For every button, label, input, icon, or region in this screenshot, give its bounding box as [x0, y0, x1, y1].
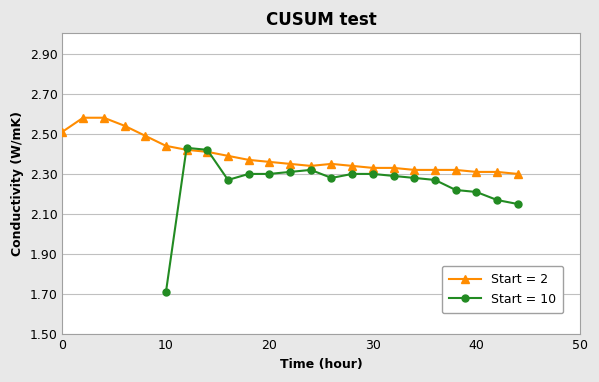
Start = 2 [59, 129, 66, 134]
Start = 10 [370, 172, 377, 176]
Start = 2 [286, 162, 294, 166]
Start = 2 [452, 168, 459, 172]
Start = 2 [225, 154, 232, 158]
Start = 2 [473, 170, 480, 174]
Start = 2 [370, 166, 377, 170]
Start = 2 [266, 160, 273, 164]
Start = 10 [286, 170, 294, 174]
Start = 10 [162, 290, 170, 295]
Start = 10 [328, 176, 335, 180]
Start = 10 [183, 146, 190, 150]
Start = 10 [225, 178, 232, 182]
Start = 2 [411, 168, 418, 172]
Start = 10 [452, 188, 459, 192]
Start = 10 [431, 178, 438, 182]
Start = 10 [349, 172, 356, 176]
Legend: Start = 2, Start = 10: Start = 2, Start = 10 [442, 266, 563, 313]
Start = 10 [204, 147, 211, 152]
Start = 10 [245, 172, 252, 176]
Start = 2 [349, 163, 356, 168]
Start = 10 [494, 198, 501, 202]
Start = 2 [183, 147, 190, 152]
Start = 10 [307, 168, 314, 172]
Line: Start = 2: Start = 2 [58, 113, 522, 178]
Start = 10 [266, 172, 273, 176]
Start = 10 [514, 202, 521, 206]
Title: CUSUM test: CUSUM test [266, 11, 377, 29]
Line: Start = 10: Start = 10 [162, 144, 521, 296]
Start = 2 [307, 163, 314, 168]
X-axis label: Time (hour): Time (hour) [280, 358, 362, 371]
Start = 2 [162, 144, 170, 148]
Start = 10 [411, 176, 418, 180]
Start = 2 [514, 172, 521, 176]
Y-axis label: Conductivity (W/mK): Conductivity (W/mK) [11, 112, 24, 256]
Start = 2 [431, 168, 438, 172]
Start = 10 [390, 174, 397, 178]
Start = 2 [204, 150, 211, 154]
Start = 2 [328, 162, 335, 166]
Start = 2 [141, 133, 149, 138]
Start = 10 [473, 190, 480, 194]
Start = 2 [121, 123, 128, 128]
Start = 2 [245, 158, 252, 162]
Start = 2 [494, 170, 501, 174]
Start = 2 [100, 115, 107, 120]
Start = 2 [80, 115, 87, 120]
Start = 2 [390, 166, 397, 170]
